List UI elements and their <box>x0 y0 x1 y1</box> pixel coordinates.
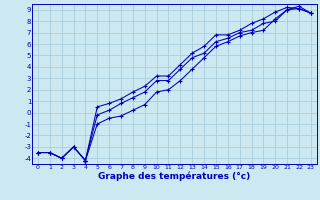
X-axis label: Graphe des températures (°c): Graphe des températures (°c) <box>98 171 251 181</box>
